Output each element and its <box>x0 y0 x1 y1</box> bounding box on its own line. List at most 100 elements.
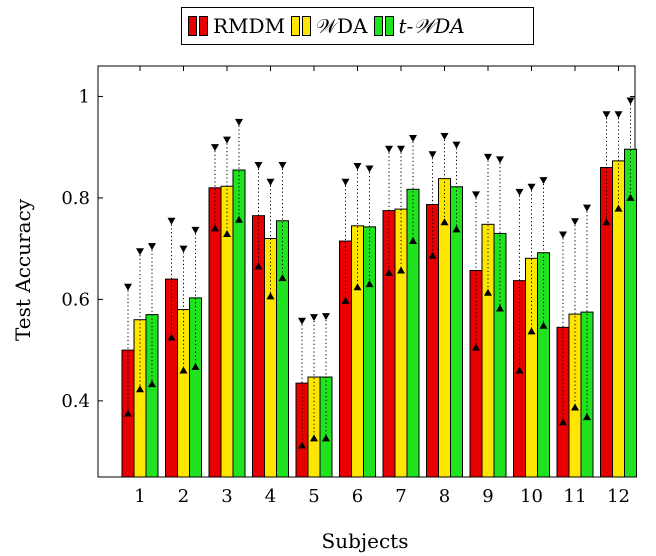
y-tick-label: 0.4 <box>61 391 90 412</box>
bar <box>351 225 364 478</box>
x-tick-label: 9 <box>482 486 493 507</box>
bar <box>339 240 352 478</box>
bar <box>537 252 550 478</box>
error-bars-layer <box>124 97 635 449</box>
error-bar-lower-marker <box>278 274 287 282</box>
legend-entry-twda: t-𝒲DA <box>373 14 465 38</box>
legend-swatch-twda <box>373 16 396 36</box>
bar <box>493 232 507 478</box>
error-bar-upper-marker <box>385 145 393 153</box>
error-bar-upper-marker <box>223 136 231 144</box>
bar <box>177 309 190 478</box>
error-bar-upper-marker <box>515 188 524 196</box>
error-bar-upper-marker <box>527 183 536 191</box>
bar <box>481 223 495 478</box>
error-bar-lower-marker <box>223 229 231 237</box>
error-bar-upper-marker <box>614 111 623 119</box>
error-bar-upper-marker <box>322 313 330 321</box>
legend: RMDM 𝒲DA t-𝒲DA <box>181 7 534 45</box>
error-bar-upper-marker <box>583 204 591 212</box>
y-tick-label: 1 <box>79 86 90 107</box>
error-bar-upper-marker <box>278 161 287 169</box>
bar <box>394 208 408 478</box>
error-bar-upper-marker <box>539 177 548 185</box>
error-bar-lower-marker <box>341 296 350 304</box>
error-bar-lower-marker <box>571 403 579 411</box>
error-bar-upper-marker <box>440 133 449 141</box>
error-bar-lower-marker <box>385 269 393 277</box>
legend-swatch-wda <box>291 16 313 36</box>
error-bar-lower-marker <box>353 283 362 291</box>
x-tick-label: 1 <box>134 486 145 507</box>
legend-label-rmdm: RMDM <box>213 14 286 38</box>
error-bar-upper-marker <box>341 178 350 186</box>
error-bar-lower-marker <box>583 413 591 421</box>
error-bar-lower-marker <box>626 193 635 201</box>
error-bar-lower-marker <box>602 218 611 226</box>
error-bar-lower-marker <box>614 204 623 212</box>
error-bar-lower-marker <box>484 288 492 296</box>
y-axis-label: Test Accuracy <box>11 198 35 341</box>
error-bar-lower-marker <box>440 218 449 226</box>
error-bar-upper-marker <box>179 245 188 253</box>
bar <box>525 257 538 478</box>
bar <box>276 220 289 478</box>
legend-entry-rmdm: RMDM <box>188 14 285 38</box>
error-bar-upper-marker <box>254 161 263 169</box>
error-bar-lower-marker <box>515 366 524 374</box>
bars-layer <box>121 148 637 478</box>
error-bar-lower-marker <box>527 327 536 335</box>
error-bar-lower-marker <box>539 321 548 329</box>
bar <box>363 226 376 478</box>
bar <box>220 185 234 478</box>
error-bar-upper-marker <box>266 178 275 186</box>
error-bar-lower-marker <box>452 225 461 233</box>
error-bar-upper-marker <box>626 97 635 105</box>
bar <box>252 215 265 478</box>
bar <box>232 169 246 478</box>
error-bar-upper-marker <box>452 141 461 149</box>
error-bar-lower-marker <box>409 237 417 245</box>
error-bar-upper-marker <box>353 162 362 170</box>
error-bar-lower-marker <box>167 333 176 341</box>
x-tick-label: 7 <box>395 486 406 507</box>
error-bar-upper-marker <box>571 218 579 226</box>
error-bar-lower-marker <box>397 266 405 274</box>
x-tick-label: 4 <box>265 486 276 507</box>
y-tick-label: 0.6 <box>61 289 90 310</box>
bar <box>307 376 321 478</box>
y-tick-label: 0.8 <box>61 188 90 209</box>
error-bar-lower-marker <box>254 262 263 270</box>
x-tick-label: 12 <box>607 486 630 507</box>
error-bar-lower-marker <box>235 215 243 223</box>
bar <box>426 204 439 478</box>
error-bar-upper-marker <box>602 111 611 119</box>
error-bar-upper-marker <box>484 153 492 161</box>
legend-entry-wda: 𝒲DA <box>291 14 368 38</box>
error-bar-lower-marker <box>148 380 156 388</box>
error-bar-upper-marker <box>472 191 480 199</box>
error-bar-upper-marker <box>365 165 374 173</box>
bar <box>189 297 202 478</box>
error-bar-lower-marker <box>559 418 567 426</box>
error-bar-lower-marker <box>322 434 330 442</box>
error-bar-lower-marker <box>310 434 318 442</box>
error-bar-upper-marker <box>397 145 405 153</box>
legend-label-twda: t-𝒲DA <box>398 14 465 38</box>
error-bar-lower-marker <box>365 280 374 288</box>
x-tick-label: 2 <box>178 486 189 507</box>
x-tick-label: 8 <box>439 486 450 507</box>
error-bar-upper-marker <box>235 118 243 126</box>
error-bar-upper-marker <box>211 144 219 152</box>
error-bar-upper-marker <box>409 135 417 143</box>
error-bar-lower-marker <box>266 292 275 300</box>
bar <box>382 210 396 478</box>
x-tick-label: 5 <box>308 486 319 507</box>
x-axis-label: Subjects <box>322 529 409 553</box>
error-bar-lower-marker <box>124 409 132 417</box>
bar <box>568 313 582 478</box>
tick-labels-layer: 0.40.60.811 2 3 4 5 6 7 8 9 10 11 12 <box>61 86 630 507</box>
bar <box>145 314 159 478</box>
error-bar-upper-marker <box>167 217 176 225</box>
